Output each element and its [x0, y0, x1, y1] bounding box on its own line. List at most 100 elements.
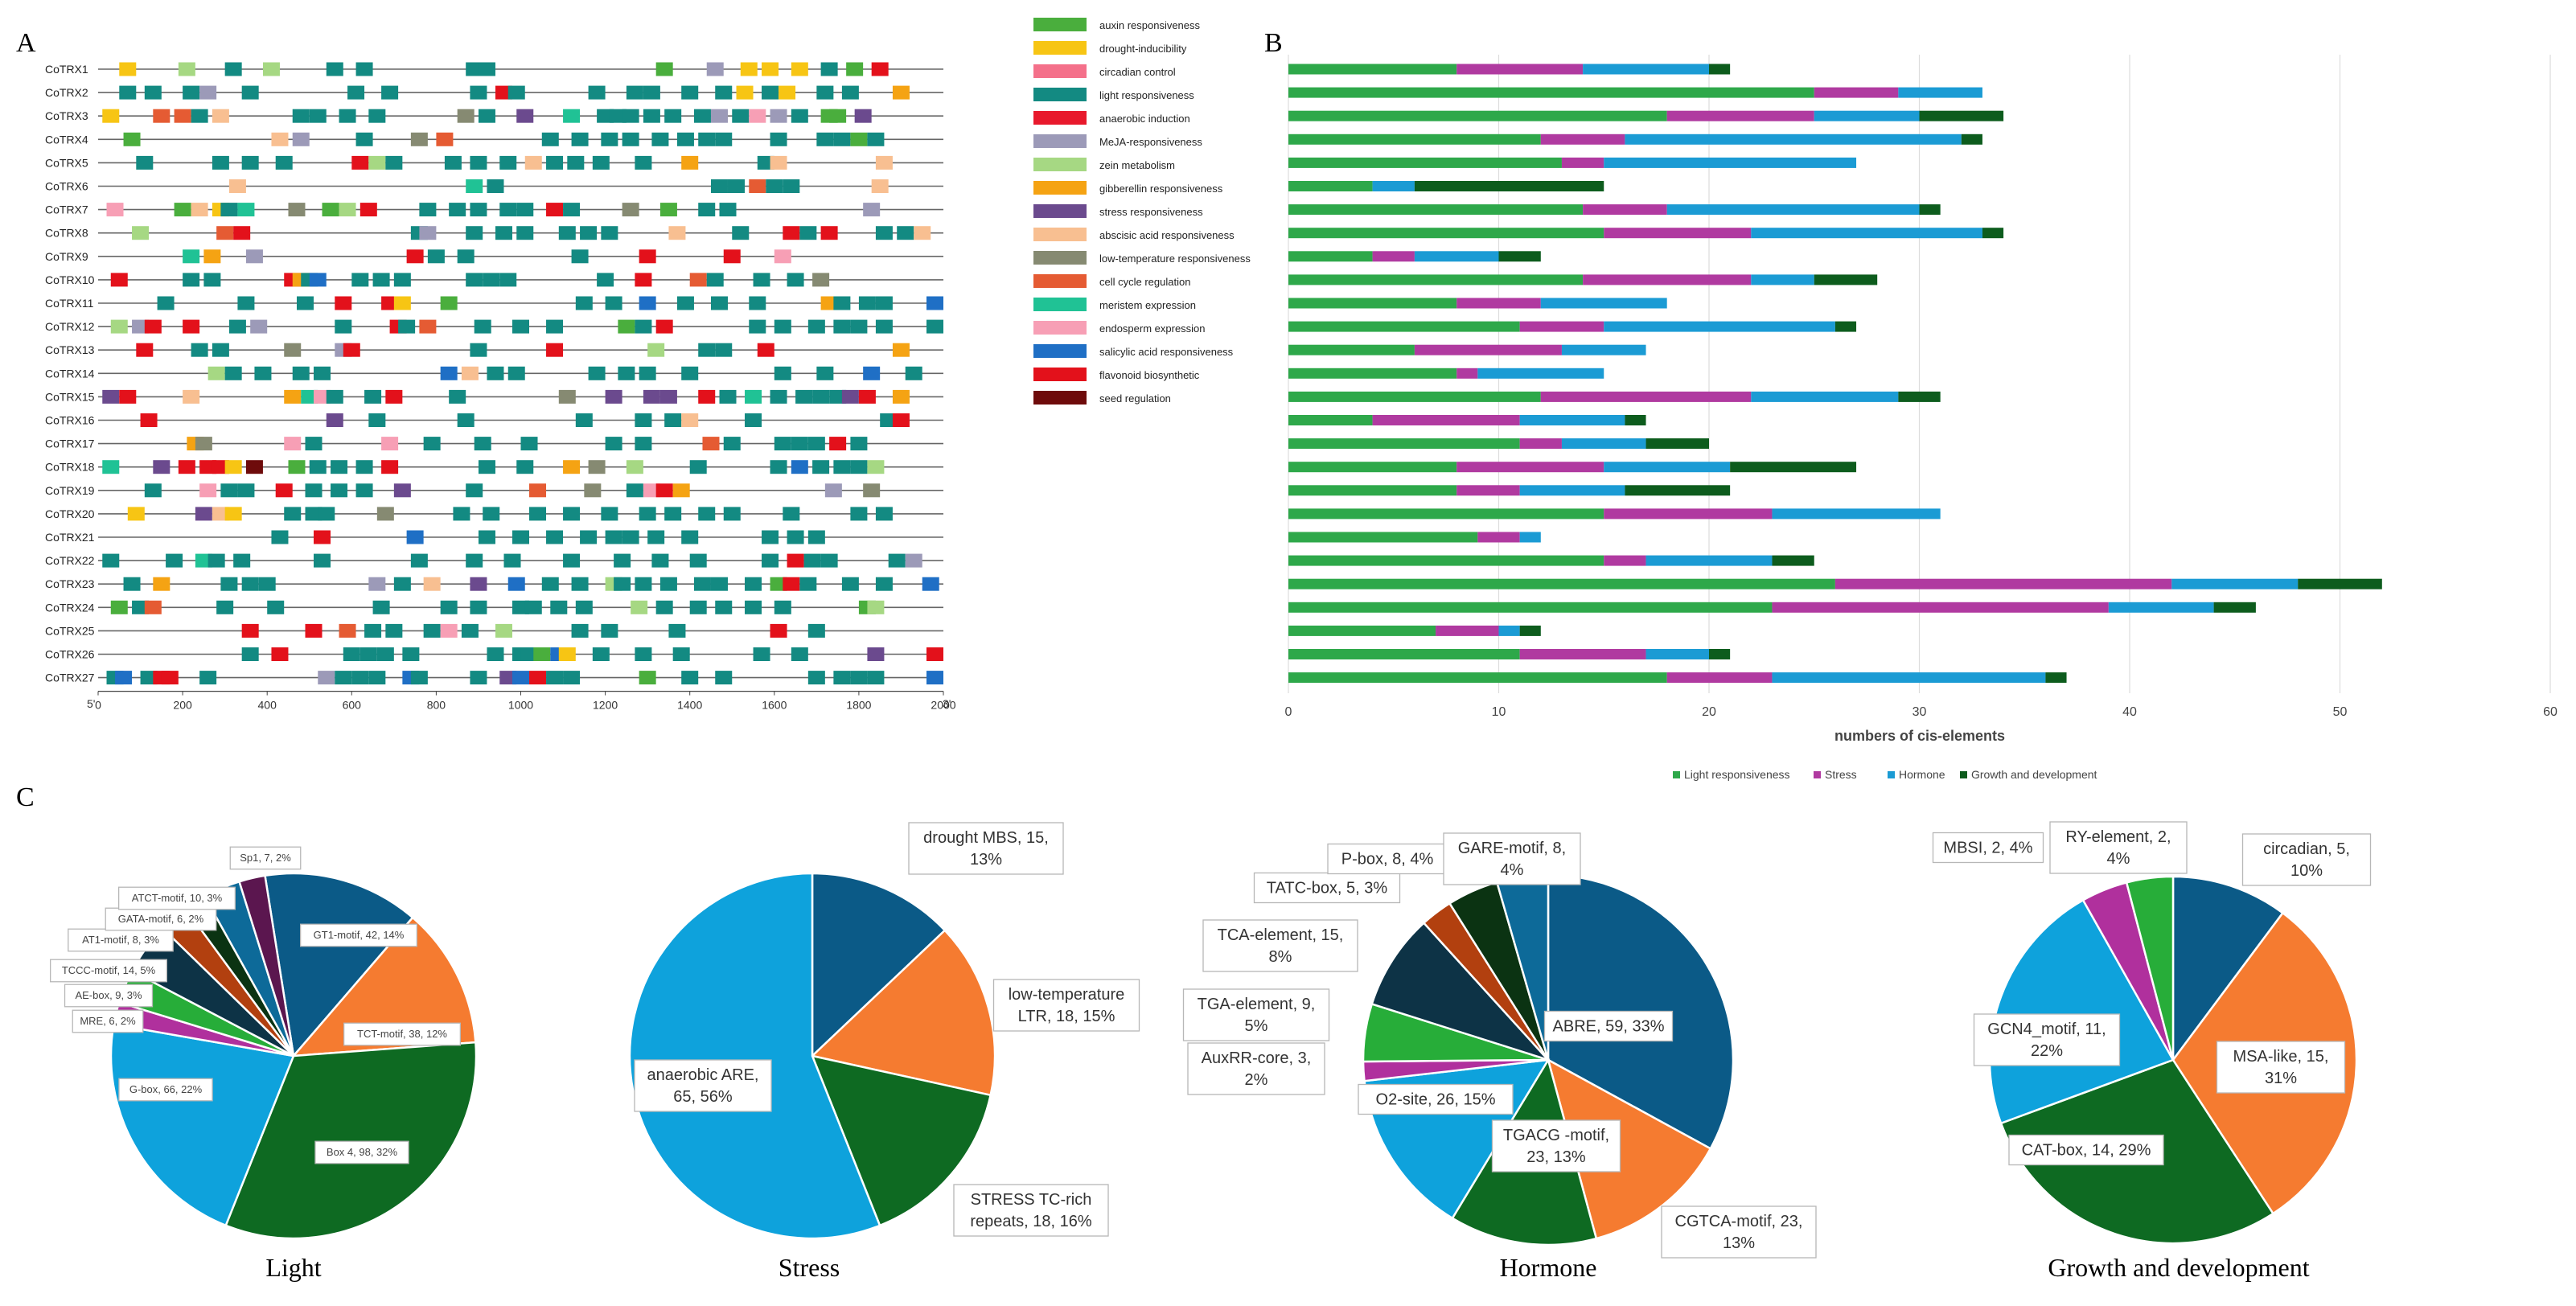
- cis-element-box: [191, 203, 208, 217]
- cis-element-box: [745, 600, 762, 614]
- cis-element-box: [385, 623, 403, 638]
- panel-b-x-axis-title: numbers of cis-elements: [1834, 728, 2005, 744]
- callout-label: G-box, 66, 22%: [129, 1083, 203, 1095]
- cis-element-box: [820, 553, 838, 568]
- cis-element-box: [833, 460, 851, 474]
- cis-element-box: [799, 226, 817, 240]
- cis-element-box: [647, 530, 665, 544]
- cis-element-box: [207, 553, 225, 568]
- cis-element-box: [774, 249, 791, 264]
- cis-element-box: [267, 600, 285, 614]
- legend-swatch: [1033, 204, 1087, 218]
- callout-label: TCCC-motif, 14, 5%: [62, 964, 156, 976]
- cis-element-box: [749, 179, 766, 193]
- bar-segment-hormone: [1666, 204, 1920, 216]
- pie-c-light: GT1-motif, 42, 14% TCT-motif, 38, 12% Box …: [50, 846, 478, 1282]
- bar-segment-stress: [1540, 391, 1752, 402]
- gene-label: CoTRX15: [45, 390, 95, 403]
- cis-element-box: [241, 623, 259, 638]
- cis-element-box: [499, 155, 517, 170]
- callout-line: 4%: [2107, 850, 2130, 868]
- bar-segment-hormone: [1751, 228, 1982, 239]
- bar-segment-stress: [1814, 87, 1899, 98]
- cis-element-box: [753, 273, 770, 287]
- bar-segment-stress: [1834, 578, 2172, 589]
- cis-element-box: [875, 155, 893, 170]
- cis-element-box: [470, 203, 487, 217]
- gene-label: CoTRX1: [45, 63, 88, 76]
- cis-element-box: [195, 553, 212, 568]
- cis-element-box: [466, 273, 483, 287]
- cis-element-box: [812, 460, 830, 474]
- bar-segment-stress: [1583, 204, 1667, 216]
- callout-box: [105, 907, 217, 931]
- bar-segment-hormone: [1772, 672, 2046, 684]
- cis-element-box: [867, 671, 885, 685]
- gene-label: CoTRX14: [45, 367, 95, 380]
- cis-element-box: [702, 437, 720, 451]
- cis-element-box: [288, 460, 306, 474]
- callout-label: ABRE, 59, 33%: [1553, 1018, 1665, 1036]
- cis-element-box: [575, 413, 593, 427]
- bar-segment-stress: [1604, 555, 1646, 566]
- cis-element-box: [381, 296, 399, 310]
- callout-box: [1182, 988, 1330, 1041]
- cis-element-box: [284, 343, 302, 357]
- legend-label: zein metabolism: [1099, 159, 1175, 171]
- callout-label: AE-box, 9, 3%: [75, 989, 142, 1001]
- callout-line: anaerobic ARE,: [647, 1066, 759, 1084]
- callout-line: ABRE, 59, 33%: [1553, 1018, 1665, 1036]
- bar-segment-light-responsiveness: [1288, 508, 1604, 520]
- cis-element-box: [292, 132, 310, 146]
- cis-element-box: [524, 600, 542, 614]
- bar-segment-hormone: [1561, 438, 1646, 450]
- cis-element-box: [672, 483, 690, 498]
- callout-line: 65, 56%: [673, 1088, 733, 1106]
- cis-element-box: [541, 577, 559, 591]
- gene-label: CoTRX23: [45, 577, 95, 590]
- cis-element-box: [850, 437, 868, 451]
- cis-element-box: [710, 109, 728, 123]
- cis-element-box: [803, 553, 821, 568]
- bar-segment-growth-and-development: [1625, 415, 1646, 425]
- cis-element-box: [867, 460, 885, 474]
- cis-element-box: [466, 62, 483, 76]
- callout-box: [634, 1059, 772, 1112]
- cis-element-box: [533, 647, 551, 661]
- cis-element-box: [466, 483, 483, 498]
- cis-element-box: [597, 273, 614, 287]
- callout-label: GT1-motif, 42, 14%: [314, 929, 405, 941]
- cis-element-box: [779, 85, 796, 100]
- bar-segment-light-responsiveness: [1288, 485, 1457, 496]
- cis-element-box: [478, 109, 495, 123]
- legend-swatch: [1033, 158, 1087, 171]
- callout-label: MBSI, 2, 4%: [1943, 840, 2032, 857]
- gene-label: CoTRX21: [45, 531, 95, 544]
- cis-element-box: [191, 343, 208, 357]
- cis-element-boxes: [102, 62, 943, 685]
- cis-element-box: [153, 577, 171, 591]
- cis-element-box: [355, 483, 373, 498]
- cis-element-box: [487, 179, 504, 193]
- cis-element-box: [597, 109, 614, 123]
- gene-label: CoTRX26: [45, 648, 95, 661]
- cis-element-box: [546, 319, 564, 334]
- cis-element-box: [558, 226, 576, 240]
- legend-swatch: [1960, 771, 1967, 778]
- cis-element-box: [867, 600, 885, 614]
- cis-element-box: [364, 389, 382, 404]
- cis-element-box: [626, 85, 643, 100]
- cis-element-box: [343, 343, 360, 357]
- cis-element-box: [664, 109, 682, 123]
- bar-segment-hormone: [1604, 462, 1731, 473]
- cis-element-box: [580, 226, 598, 240]
- gene-label: CoTRX12: [45, 320, 95, 333]
- callout-label: O2-site, 26, 15%: [1376, 1091, 1496, 1109]
- bar-segment-hormone: [1561, 344, 1646, 355]
- cis-element-box: [681, 155, 699, 170]
- axis-tick-label: 1000: [508, 699, 533, 712]
- cis-element-box: [216, 600, 234, 614]
- cis-element-box: [563, 109, 581, 123]
- cis-element-box: [710, 577, 728, 591]
- bar-segment-stress: [1666, 110, 1814, 121]
